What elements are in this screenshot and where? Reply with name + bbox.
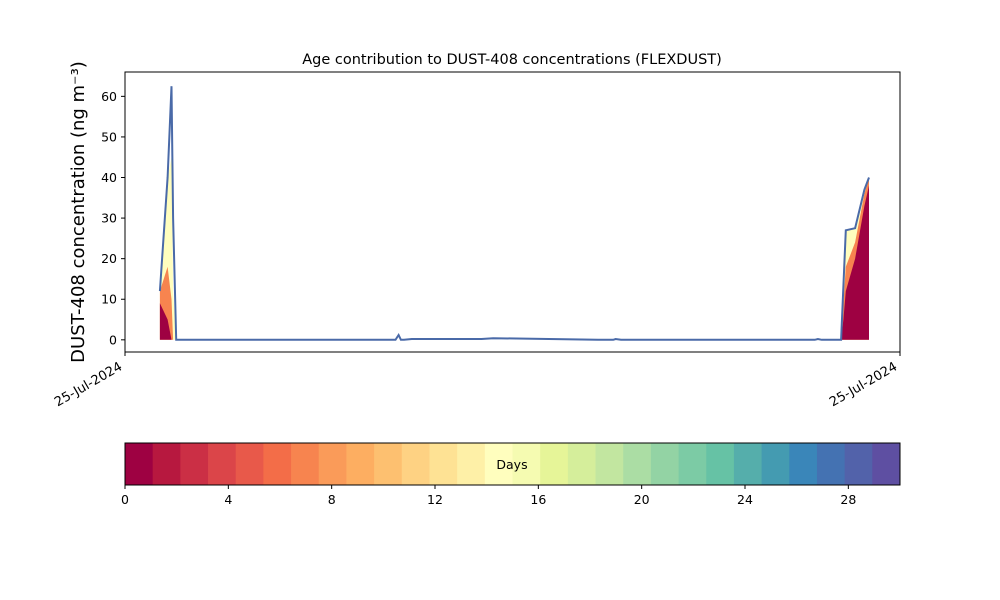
colorbar-label: Days (496, 457, 527, 472)
y-tick-label: 30 (101, 211, 117, 226)
colorbar-swatch (484, 443, 513, 485)
colorbar-swatch (346, 443, 375, 485)
colorbar-tick-label: 12 (427, 492, 443, 507)
age-layer-1-4 (159, 177, 869, 340)
colorbar-swatch (401, 443, 430, 485)
colorbar-swatch (235, 443, 264, 485)
y-axis: 0 10 20 30 40 50 60 (101, 89, 125, 347)
colorbar-swatch (291, 443, 320, 485)
x-tick-label: 25-Jul-2024 (827, 359, 900, 410)
colorbar-tick-label: 16 (530, 492, 546, 507)
colorbar-swatch (125, 443, 154, 485)
colorbar-frame (124, 442, 901, 486)
colorbar-swatch (540, 443, 569, 485)
colorbar-swatch (623, 443, 652, 485)
colorbar-swatch (152, 443, 181, 485)
colorbar-swatch (318, 443, 347, 485)
age-layer-4-14 (159, 157, 869, 340)
colorbar-swatch (457, 443, 486, 485)
colorbar-tick-label: 4 (224, 492, 232, 507)
y-tick-label: 0 (109, 332, 117, 347)
colorbar-swatch (650, 443, 679, 485)
y-tick-label: 50 (101, 129, 117, 144)
y-tick-label: 60 (101, 89, 117, 104)
colorbar-swatch (595, 443, 624, 485)
total-concentration-line (158, 86, 870, 341)
colorbar-swatch (429, 443, 458, 485)
y-tick-label: 10 (101, 292, 117, 307)
colorbar-tick-label: 28 (840, 492, 856, 507)
x-axis: 25-Jul-2024 25-Jul-2024 (52, 352, 901, 410)
age-layer-0-1 (159, 185, 869, 340)
colorbar-swatch (872, 443, 901, 485)
colorbar-tick-label: 24 (737, 492, 753, 507)
colorbar-swatch (789, 443, 818, 485)
y-tick-label: 40 (101, 170, 117, 185)
colorbar-swatch (844, 443, 873, 485)
colorbar-tick-label: 0 (121, 492, 129, 507)
colorbar-swatch (567, 443, 596, 485)
colorbar-swatch (733, 443, 763, 485)
colorbar-swatch (678, 443, 707, 485)
colorbar-tick-label: 20 (634, 492, 650, 507)
x-tick-label: 25-Jul-2024 (52, 359, 125, 410)
y-tick-label: 20 (101, 251, 117, 266)
colorbar-swatch (180, 443, 209, 485)
colorbar-swatch (816, 443, 846, 485)
colorbar: 0 4 8 12 16 20 24 28 (121, 442, 901, 507)
colorbar-swatch (208, 443, 237, 485)
colorbar-swatch (263, 443, 292, 485)
chart-title: Age contribution to DUST-408 concentrati… (302, 52, 722, 68)
colorbar-swatch (761, 443, 790, 485)
y-axis-label: DUST-408 concentration (ng m⁻³) (68, 61, 89, 363)
colorbar-swatch (374, 443, 403, 485)
plot-area (124, 71, 901, 353)
plot-frame (124, 71, 901, 353)
colorbar-swatch (512, 443, 541, 485)
colorbar-tick-label: 8 (328, 492, 336, 507)
colorbar-swatch (706, 443, 735, 485)
